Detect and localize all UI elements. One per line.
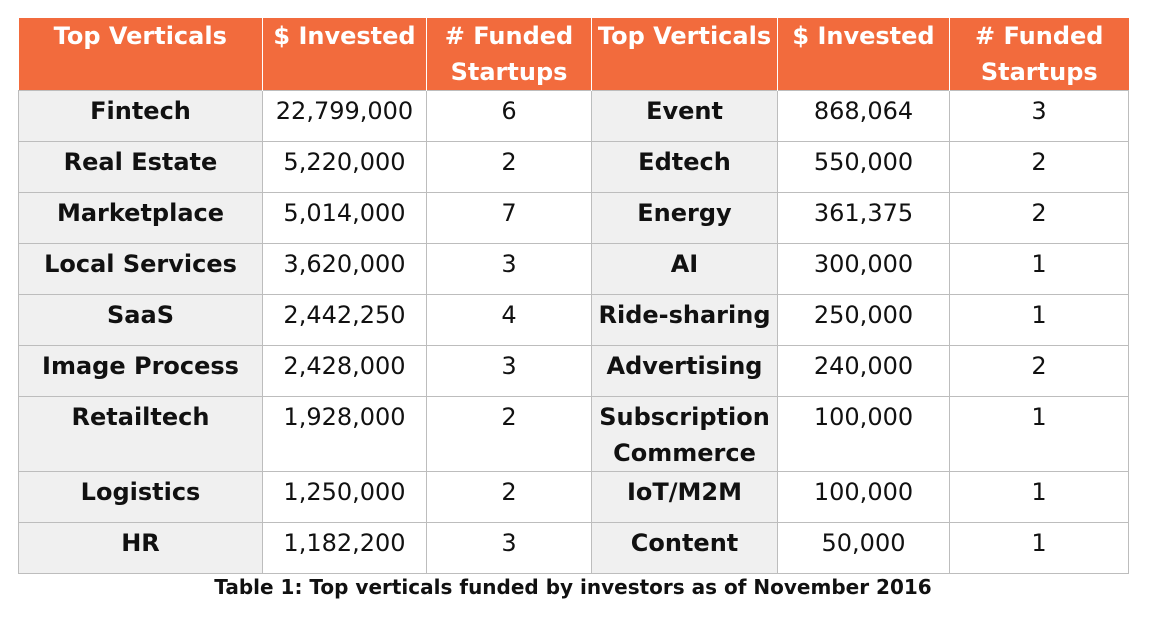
table-caption: Table 1: Top verticals funded by investo… <box>214 575 932 599</box>
vertical-cell: Image Process <box>18 345 263 397</box>
vertical-cell: Local Services <box>18 243 263 295</box>
invested-cell: 50,000 <box>777 522 950 574</box>
vertical-cell: Logistics <box>18 471 263 523</box>
funded-count-cell: 4 <box>426 294 592 346</box>
table-header-row: Top Verticals $ Invested # Funded Startu… <box>18 18 1129 91</box>
table-row: Image Process 2,428,000 3 Advertising 24… <box>18 345 1129 397</box>
vertical-cell: SaaS <box>18 294 263 346</box>
invested-cell: 868,064 <box>777 90 950 142</box>
invested-cell: 3,620,000 <box>262 243 427 295</box>
table-row: SaaS 2,442,250 4 Ride-sharing 250,000 1 <box>18 294 1129 346</box>
table-row: Real Estate 5,220,000 2 Edtech 550,000 2 <box>18 141 1129 193</box>
vertical-cell: Real Estate <box>18 141 263 193</box>
invested-cell: 100,000 <box>777 396 950 472</box>
invested-cell: 5,220,000 <box>262 141 427 193</box>
vertical-cell: Content <box>591 522 778 574</box>
invested-cell: 100,000 <box>777 471 950 523</box>
invested-cell: 2,428,000 <box>262 345 427 397</box>
vertical-cell: Event <box>591 90 778 142</box>
table-row: Fintech 22,799,000 6 Event 868,064 3 <box>18 90 1129 142</box>
funded-count-cell: 7 <box>426 192 592 244</box>
invested-cell: 240,000 <box>777 345 950 397</box>
invested-cell: 5,014,000 <box>262 192 427 244</box>
funded-count-cell: 3 <box>949 90 1129 142</box>
table-row: Logistics 1,250,000 2 IoT/M2M 100,000 1 <box>18 471 1129 523</box>
funded-count-cell: 2 <box>949 345 1129 397</box>
vertical-cell: HR <box>18 522 263 574</box>
funded-count-cell: 3 <box>426 345 592 397</box>
funded-count-cell: 2 <box>949 192 1129 244</box>
invested-cell: 550,000 <box>777 141 950 193</box>
funded-count-cell: 1 <box>949 396 1129 472</box>
vertical-cell: IoT/M2M <box>591 471 778 523</box>
invested-cell: 250,000 <box>777 294 950 346</box>
vertical-cell: Subscription Commerce <box>591 396 778 472</box>
funded-count-cell: 1 <box>949 522 1129 574</box>
vertical-cell: Ride-sharing <box>591 294 778 346</box>
funded-count-cell: 1 <box>949 243 1129 295</box>
funded-count-cell: 2 <box>426 141 592 193</box>
invested-cell: 1,182,200 <box>262 522 427 574</box>
invested-cell: 361,375 <box>777 192 950 244</box>
funded-count-cell: 3 <box>426 243 592 295</box>
table-row: HR 1,182,200 3 Content 50,000 1 <box>18 522 1129 574</box>
header-invested: $ Invested <box>262 18 427 91</box>
vertical-cell: Edtech <box>591 141 778 193</box>
funded-count-cell: 3 <box>426 522 592 574</box>
header-top-verticals: Top Verticals <box>18 18 263 91</box>
header-invested: $ Invested <box>777 18 950 91</box>
verticals-table: Top Verticals $ Invested # Funded Startu… <box>18 18 1129 574</box>
table-row: Marketplace 5,014,000 7 Energy 361,375 2 <box>18 192 1129 244</box>
vertical-cell: Retailtech <box>18 396 263 472</box>
funded-count-cell: 1 <box>949 294 1129 346</box>
invested-cell: 2,442,250 <box>262 294 427 346</box>
funded-count-cell: 2 <box>426 471 592 523</box>
vertical-cell: Advertising <box>591 345 778 397</box>
vertical-cell: AI <box>591 243 778 295</box>
table-row: Retailtech 1,928,000 2 Subscription Comm… <box>18 396 1129 472</box>
table-row: Local Services 3,620,000 3 AI 300,000 1 <box>18 243 1129 295</box>
vertical-cell: Fintech <box>18 90 263 142</box>
invested-cell: 1,250,000 <box>262 471 427 523</box>
funded-count-cell: 2 <box>949 141 1129 193</box>
header-top-verticals: Top Verticals <box>591 18 778 91</box>
invested-cell: 22,799,000 <box>262 90 427 142</box>
vertical-cell: Marketplace <box>18 192 263 244</box>
invested-cell: 1,928,000 <box>262 396 427 472</box>
vertical-cell: Energy <box>591 192 778 244</box>
funded-count-cell: 2 <box>426 396 592 472</box>
header-funded-startups: # Funded Startups <box>426 18 592 91</box>
invested-cell: 300,000 <box>777 243 950 295</box>
header-funded-startups: # Funded Startups <box>949 18 1129 91</box>
funded-count-cell: 1 <box>949 471 1129 523</box>
funded-count-cell: 6 <box>426 90 592 142</box>
